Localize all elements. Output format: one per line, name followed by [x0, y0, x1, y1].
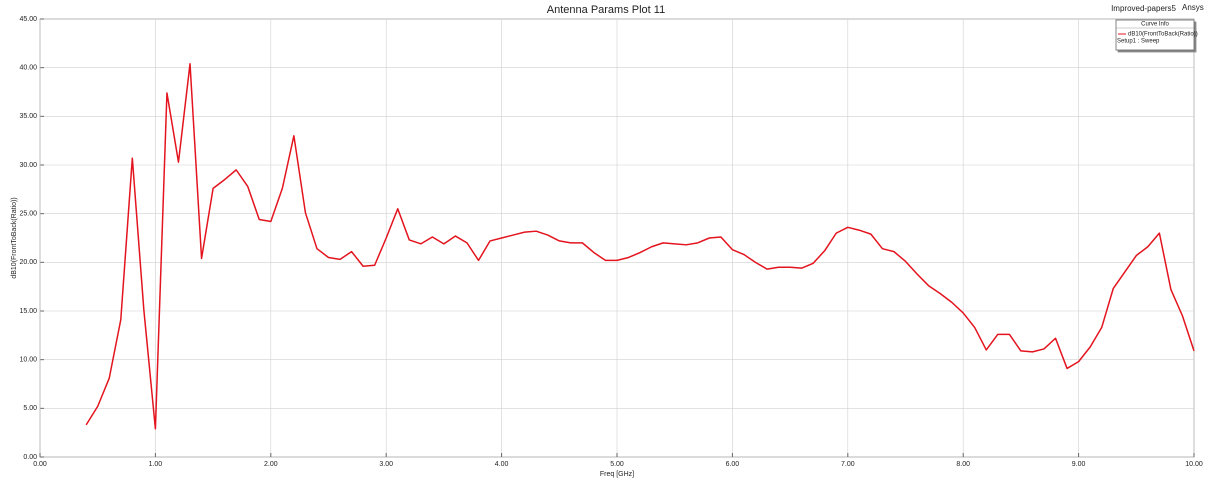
- y-tick-label: 10.00: [19, 357, 37, 364]
- y-tick-label: 15.00: [19, 308, 37, 315]
- data-line: [85, 63, 1195, 430]
- y-tick-label: 25.00: [19, 211, 37, 218]
- x-axis-label: Freq [GHz]: [600, 471, 634, 478]
- y-tick-label: 35.00: [19, 113, 37, 120]
- y-tick-label: 20.00: [19, 259, 37, 266]
- y-tick-label: 45.00: [19, 16, 37, 23]
- y-tick-label: 30.00: [19, 162, 37, 169]
- plot-area: [85, 63, 1195, 430]
- x-tick-label: 7.00: [841, 461, 855, 468]
- legend-box: [1115, 19, 1195, 51]
- x-tick-label: 3.00: [379, 461, 393, 468]
- x-tick-label: 9.00: [1072, 461, 1086, 468]
- x-tick-label: 4.00: [495, 461, 509, 468]
- x-tick-label: 2.00: [264, 461, 278, 468]
- grid: 0.00 5.00 10.00 15.00 20.00 25.00 30.00 35.00 40…: [19, 16, 1202, 468]
- x-tick-label: 5.00: [610, 461, 624, 468]
- legend-entry: dB10(FrontToBack(Ratio)): [1128, 32, 1198, 38]
- brand: Ansys: [1182, 3, 1204, 12]
- x-tick-label: 10.00: [1185, 461, 1203, 468]
- x-tick-label: 1.00: [149, 461, 163, 468]
- legend-subtitle: Setup1 : Sweep: [1117, 39, 1160, 45]
- x-tick-label: 0.00: [33, 461, 47, 468]
- y-tick-label: 0.00: [23, 454, 37, 461]
- x-tick-label: 8.00: [956, 461, 970, 468]
- project-name: Improved-papers5: [1111, 4, 1176, 13]
- chart-title: Antenna Params Plot 11: [547, 4, 665, 16]
- y-tick-label: 5.00: [23, 405, 37, 412]
- x-tick-label: 6.00: [726, 461, 740, 468]
- legend-title: Curve Info: [1141, 22, 1169, 28]
- y-tick-label: 40.00: [19, 65, 37, 72]
- legend: Curve Info dB10(FrontToBack(Ratio)) Setu…: [1115, 19, 1198, 51]
- y-axis-label: dB10(FrontToBack(Ratio)): [11, 197, 18, 278]
